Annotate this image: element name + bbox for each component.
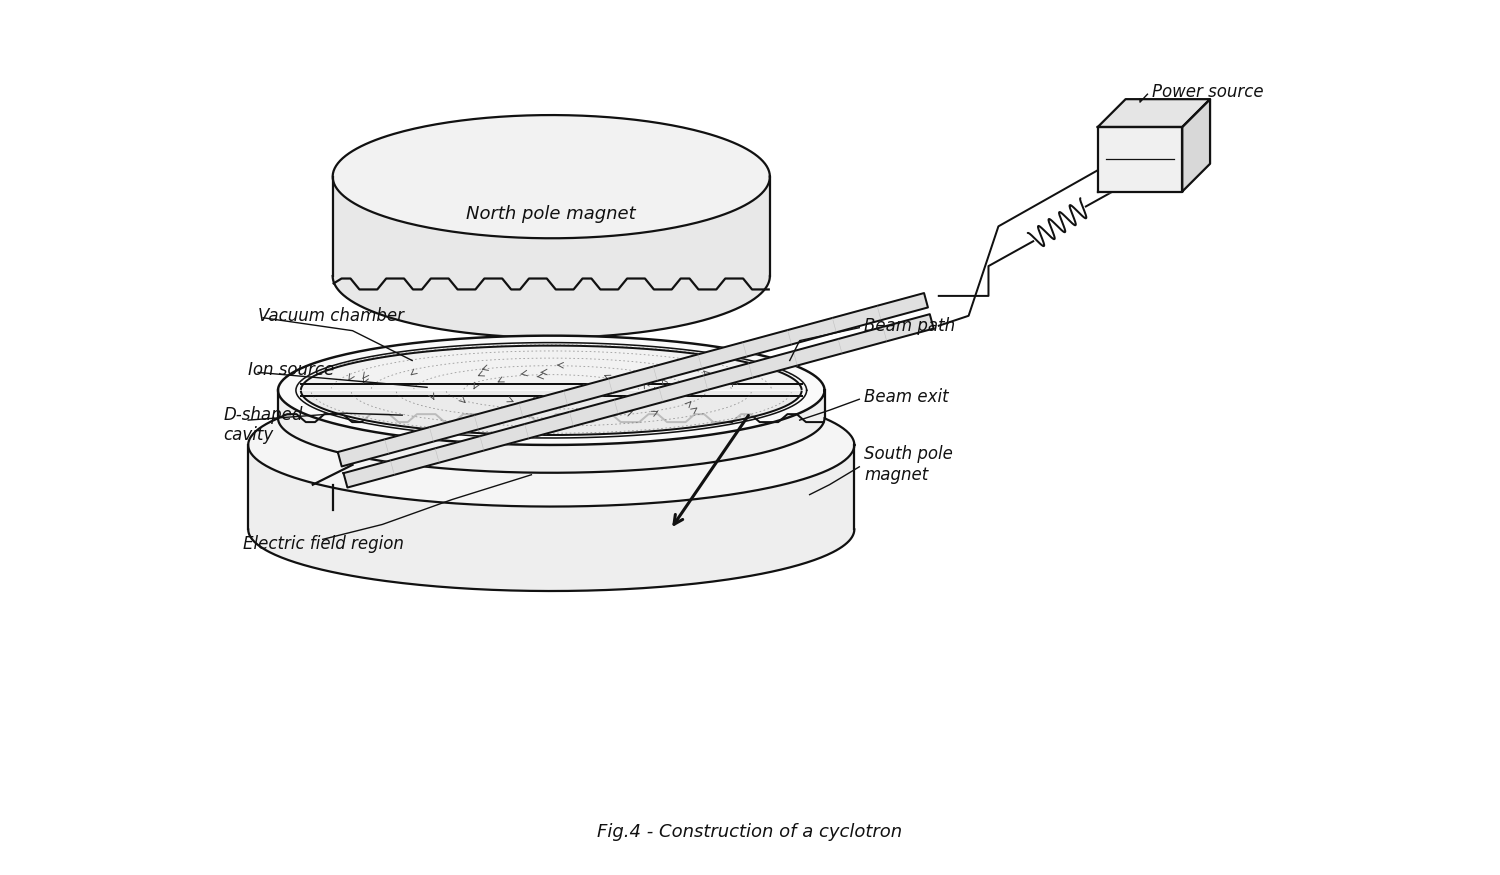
Text: Fig.4 - Construction of a cyclotron: Fig.4 - Construction of a cyclotron [597, 823, 903, 842]
Text: Ion source: Ion source [248, 361, 334, 380]
Polygon shape [248, 383, 855, 507]
Text: Vacuum chamber: Vacuum chamber [258, 307, 404, 325]
Text: South pole
magnet: South pole magnet [864, 445, 952, 484]
Text: North pole magnet: North pole magnet [466, 206, 636, 223]
Polygon shape [278, 336, 825, 445]
Polygon shape [1098, 127, 1182, 192]
Polygon shape [333, 177, 770, 338]
Polygon shape [1182, 99, 1210, 192]
Polygon shape [333, 115, 770, 238]
Polygon shape [278, 390, 825, 472]
Polygon shape [302, 346, 801, 389]
Text: Power source: Power source [1152, 83, 1264, 102]
Text: Beam path: Beam path [864, 317, 956, 335]
Polygon shape [248, 445, 855, 591]
Text: Beam exit: Beam exit [864, 388, 950, 406]
Polygon shape [1098, 99, 1210, 127]
Polygon shape [344, 314, 933, 487]
Polygon shape [302, 392, 801, 435]
Text: D-shaped
cavity: D-shaped cavity [224, 406, 303, 444]
Text: Electric field region: Electric field region [243, 536, 404, 553]
Polygon shape [338, 293, 928, 466]
